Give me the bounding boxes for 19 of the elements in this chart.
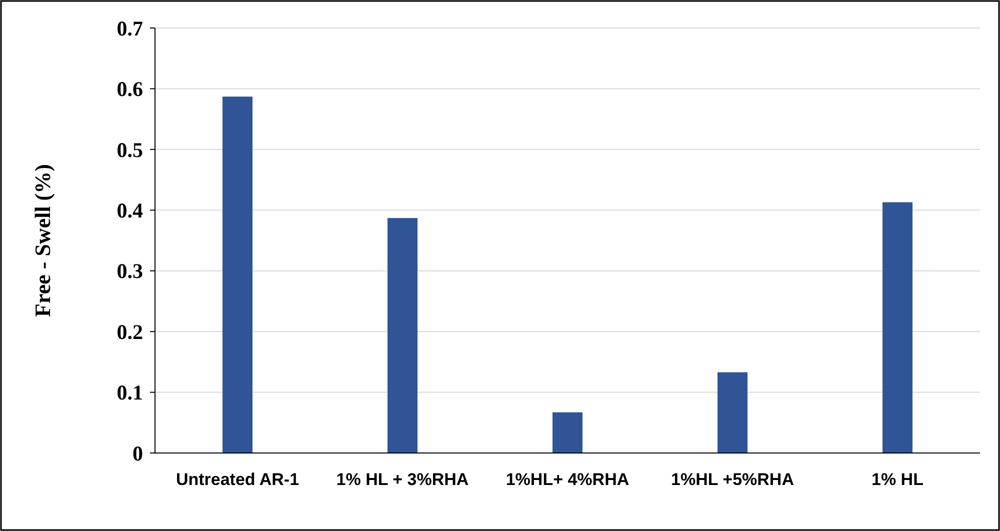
bar xyxy=(388,218,418,453)
bar xyxy=(552,412,582,453)
y-tick-label: 0.7 xyxy=(116,16,143,40)
y-tick-label: 0.4 xyxy=(116,198,144,222)
x-tick-label: 1%HL+ 4%RHA xyxy=(506,470,630,489)
y-tick-label: 0.3 xyxy=(116,259,143,284)
bar xyxy=(718,372,748,453)
x-tick-label: 1% HL + 3%RHA xyxy=(336,470,469,489)
bar xyxy=(882,202,912,453)
y-tick-label: 0.1 xyxy=(116,380,143,405)
bar xyxy=(222,96,252,453)
x-tick-label: 1%HL +5%RHA xyxy=(671,470,794,489)
y-tick-label: 0.5 xyxy=(116,138,143,162)
y-tick-label: 0.2 xyxy=(116,320,143,344)
x-tick-label: 1% HL xyxy=(872,470,924,489)
y-tick-label: 0 xyxy=(132,441,143,466)
x-tick-label: Untreated AR-1 xyxy=(176,470,300,489)
y-axis-title: Free - Swell (%) xyxy=(30,164,55,317)
y-tick-label: 0.6 xyxy=(116,77,143,102)
